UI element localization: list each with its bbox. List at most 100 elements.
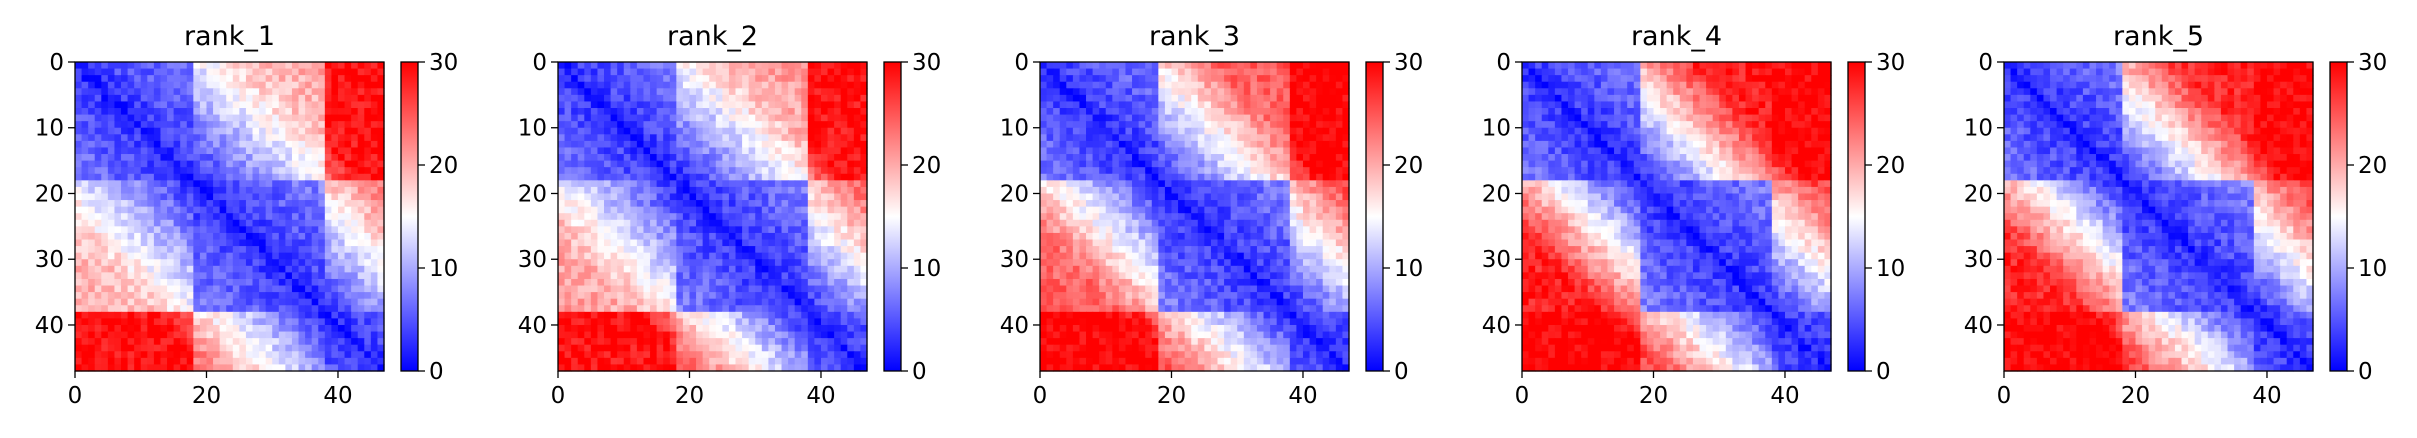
heatmap-cell (344, 101, 352, 109)
heatmap-cell (265, 193, 273, 201)
heatmap-cell (1151, 94, 1159, 103)
heatmap-cell (636, 213, 645, 221)
heatmap-cell (761, 101, 769, 109)
heatmap-cell (147, 324, 155, 333)
heatmap-cell (88, 246, 96, 254)
heatmap-cell (1059, 94, 1067, 103)
heatmap-cell (127, 75, 135, 83)
heatmap-cell (259, 101, 267, 109)
heatmap-cell (337, 180, 346, 188)
heatmap-cell (814, 305, 822, 313)
heatmap-cell (331, 140, 339, 149)
heatmap-cell (324, 357, 332, 366)
heatmap-cell (847, 193, 855, 201)
heatmap-cell (140, 272, 148, 280)
heatmap-cell (715, 357, 723, 366)
heatmap-cell (742, 265, 750, 273)
heatmap-cell (643, 200, 651, 208)
heatmap-cell (337, 239, 346, 247)
heatmap-cell (75, 298, 83, 306)
heatmap-cell (147, 265, 155, 273)
heatmap-cell (318, 265, 326, 273)
heatmap-cell (597, 259, 605, 267)
heatmap-cell (676, 180, 684, 188)
heatmap-cell (1329, 62, 1337, 70)
heatmap-cell (820, 88, 829, 96)
heatmap-cell (735, 167, 743, 175)
heatmap-cell (827, 272, 835, 280)
heatmap-cell (801, 75, 809, 83)
heatmap-cell (370, 265, 379, 273)
heatmap-cell (709, 259, 717, 267)
heatmap-cell (1289, 62, 1297, 70)
heatmap-cell (755, 94, 763, 103)
heatmap-cell (748, 311, 756, 319)
heatmap-cell (1099, 88, 1107, 96)
heatmap-cell (755, 331, 763, 339)
heatmap-cell (298, 206, 306, 214)
heatmap-cell (193, 239, 201, 247)
heatmap-cell (305, 305, 313, 313)
heatmap-cell (715, 147, 723, 155)
heatmap-cell (75, 81, 83, 89)
heatmap-cell (650, 154, 658, 162)
heatmap-cell (643, 357, 651, 366)
heatmap-cell (702, 338, 710, 346)
heatmap-cell (167, 232, 175, 241)
heatmap-cell (160, 298, 168, 306)
heatmap-cell (636, 68, 645, 76)
heatmap-cell (167, 318, 175, 326)
heatmap-cell (1138, 88, 1146, 96)
heatmap-cell (584, 232, 592, 241)
heatmap-cell (337, 324, 346, 333)
heatmap-cell (597, 127, 605, 135)
heatmap-cell (781, 278, 789, 287)
heatmap-cell (656, 101, 664, 109)
heatmap-cell (847, 186, 855, 195)
heatmap-cell (101, 298, 109, 306)
heatmap-cell (794, 213, 802, 221)
heatmap-cell (715, 173, 723, 181)
heatmap-cell (134, 357, 142, 366)
heatmap-cell (311, 68, 319, 76)
heatmap-cell (101, 206, 109, 214)
heatmap-cell (226, 232, 234, 241)
heatmap-cell (239, 68, 247, 76)
heatmap-cell (807, 101, 815, 109)
heatmap-cell (748, 127, 756, 135)
heatmap-cell (722, 62, 730, 70)
heatmap-cell (160, 62, 168, 70)
heatmap-cell (643, 232, 651, 241)
heatmap-cell (636, 292, 645, 300)
heatmap-cell (75, 75, 83, 83)
heatmap-cell (768, 226, 776, 234)
heatmap-cell (180, 173, 188, 181)
heatmap-cell (571, 140, 579, 149)
heatmap-cell (206, 114, 214, 122)
heatmap-cell (728, 81, 737, 89)
heatmap-cell (127, 364, 135, 372)
heatmap-cell (344, 62, 352, 70)
heatmap-cell (853, 219, 862, 227)
heatmap-cell (1210, 75, 1219, 83)
heatmap-cell (1184, 108, 1192, 116)
heatmap-cell (564, 140, 572, 149)
heatmap-cell (663, 62, 671, 70)
heatmap-cell (860, 167, 868, 175)
heatmap-cell (324, 147, 332, 155)
heatmap-cell (219, 140, 227, 149)
heatmap-cell (160, 134, 168, 142)
heatmap-cell (167, 226, 175, 234)
heatmap-cell (213, 305, 221, 313)
heatmap-cell (735, 206, 743, 214)
heatmap-cell (669, 180, 677, 188)
heatmap-cell (305, 219, 313, 227)
heatmap-cell (324, 351, 332, 359)
heatmap-cell (213, 226, 221, 234)
heatmap-cell (597, 318, 605, 326)
heatmap-cell (584, 364, 592, 372)
heatmap-cell (226, 108, 234, 116)
heatmap-cell (140, 121, 148, 129)
heatmap-cell (827, 278, 835, 287)
heatmap-cell (1256, 101, 1265, 109)
